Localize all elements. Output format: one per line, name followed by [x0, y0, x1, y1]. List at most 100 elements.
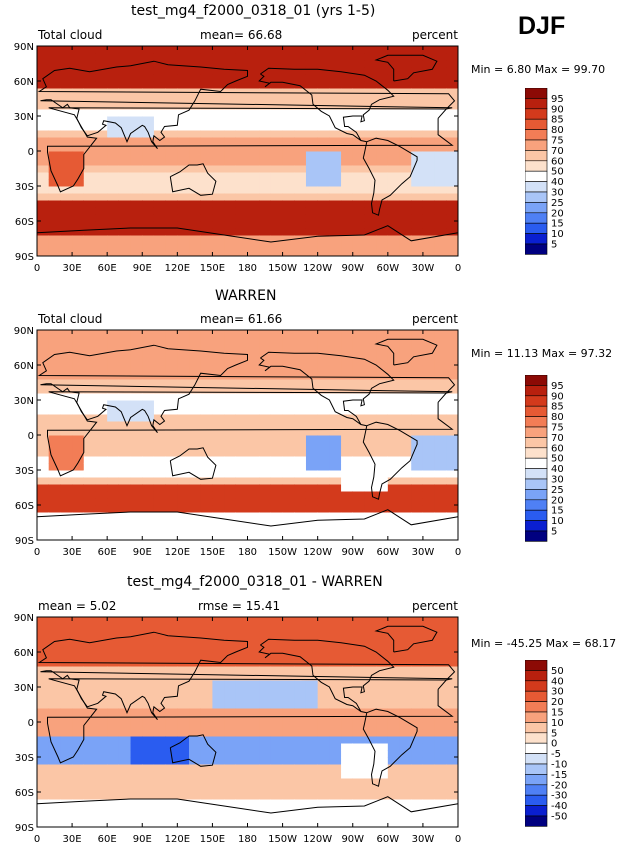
field-cell	[399, 130, 412, 138]
field-cell	[60, 414, 73, 422]
field-cell	[317, 652, 330, 660]
field-cell	[422, 116, 436, 124]
field-cell	[189, 235, 202, 243]
field-cell	[83, 123, 96, 131]
field-cell	[446, 498, 459, 506]
field-cell	[37, 379, 50, 387]
field-cell	[294, 666, 307, 674]
field-cell	[200, 491, 213, 499]
field-cell	[95, 680, 108, 688]
field-cell	[399, 806, 412, 814]
field-cell	[83, 386, 96, 394]
field-cell	[317, 519, 330, 527]
field-cell	[235, 617, 248, 625]
field-cell	[118, 708, 132, 716]
field-cell	[60, 526, 73, 534]
field-cell	[411, 88, 424, 96]
field-cell	[177, 172, 190, 180]
field-cell	[387, 123, 401, 131]
field-cell	[177, 330, 190, 338]
field-cell	[37, 533, 50, 541]
field-cell	[37, 81, 50, 89]
field-cell	[317, 645, 330, 653]
field-cell	[224, 414, 237, 422]
field-cell	[130, 792, 143, 800]
field-cell	[177, 421, 190, 429]
field-cell	[95, 820, 108, 828]
field-cell	[95, 694, 108, 702]
colorbar-label: 70	[551, 433, 564, 444]
field-cell	[83, 172, 96, 180]
field-cell	[317, 813, 330, 821]
field-cell	[411, 228, 424, 236]
field-cell	[177, 491, 190, 499]
field-cell	[446, 351, 459, 359]
field-cell	[446, 207, 459, 215]
field-cell	[212, 645, 225, 653]
field-cell	[189, 214, 202, 222]
field-cell	[189, 372, 202, 380]
field-cell	[247, 694, 260, 702]
field-cell	[212, 498, 225, 506]
field-cell	[153, 337, 167, 345]
field-cell	[376, 393, 389, 401]
field-cell	[305, 701, 319, 709]
field-cell	[247, 130, 260, 138]
field-cell	[72, 137, 85, 145]
colorbar-label: 85	[551, 402, 564, 413]
field-cell	[189, 116, 202, 124]
field-cell	[189, 708, 202, 716]
field-cell	[212, 722, 225, 730]
field-cell	[48, 414, 61, 422]
field-cell	[305, 477, 319, 485]
field-cell	[446, 242, 459, 250]
field-cell	[364, 806, 377, 814]
field-cell	[411, 337, 424, 345]
field-cell	[247, 144, 260, 152]
field-cell	[37, 421, 50, 429]
field-cell	[411, 659, 424, 667]
field-cell	[387, 722, 401, 730]
field-cell	[364, 484, 377, 492]
field-cell	[399, 81, 412, 89]
field-cell	[107, 193, 120, 201]
field-cell	[329, 421, 342, 429]
field-cell	[224, 158, 237, 166]
field-cell	[282, 456, 295, 464]
field-cell	[282, 491, 295, 499]
field-cell	[446, 456, 459, 464]
colorbar-swatch	[525, 150, 548, 162]
field-cell	[329, 519, 342, 527]
field-cell	[399, 235, 412, 243]
field-cell	[142, 186, 155, 194]
field-cell	[224, 435, 237, 443]
field-cell	[37, 235, 50, 243]
field-cell	[329, 53, 342, 61]
field-cell	[422, 617, 436, 625]
field-cell	[83, 344, 96, 352]
field-cell	[270, 533, 284, 541]
field-cell	[294, 109, 307, 117]
field-cell	[422, 505, 436, 513]
field-cell	[247, 743, 260, 751]
field-cell	[282, 242, 295, 250]
colorbar-swatch	[525, 670, 548, 682]
field-cell	[247, 53, 260, 61]
field-cell	[305, 400, 319, 408]
field-cell	[446, 158, 459, 166]
field-cell	[48, 484, 61, 492]
field-cell	[364, 393, 377, 401]
field-cell	[142, 512, 155, 520]
field-cell	[364, 477, 377, 485]
field-cell	[118, 764, 132, 772]
field-cell	[177, 102, 190, 110]
field-cell	[200, 659, 213, 667]
field-cell	[270, 235, 284, 243]
field-cell	[212, 694, 225, 702]
field-cell	[212, 470, 225, 478]
field-cell	[130, 624, 143, 632]
field-cell	[60, 116, 73, 124]
field-cell	[399, 179, 412, 187]
field-cell	[411, 806, 424, 814]
field-cell	[317, 81, 330, 89]
